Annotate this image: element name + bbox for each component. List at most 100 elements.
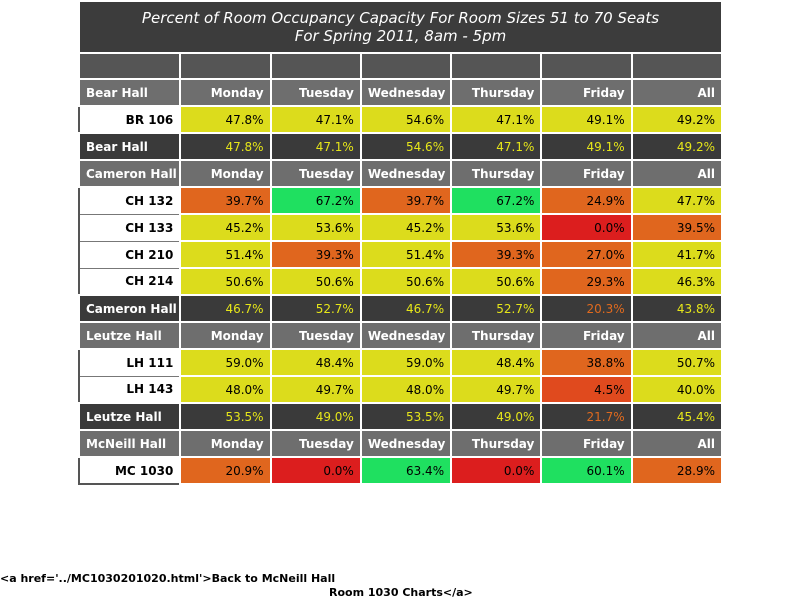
occupancy-value-cell: 24.9% xyxy=(540,186,633,215)
summary-value-cell: 21.7% xyxy=(540,402,633,431)
summary-value-cell: 43.8% xyxy=(630,294,724,323)
hall-header-name: Bear Hall xyxy=(77,78,182,107)
occupancy-value-cell: 46.3% xyxy=(630,267,724,296)
room-name: CH 210 xyxy=(78,240,181,269)
summary-value-cell: 47.8% xyxy=(179,132,272,161)
occupancy-table: Percent of Room Occupancy Capacity For R… xyxy=(77,0,724,485)
occupancy-value-cell: 48.0% xyxy=(179,375,272,404)
column-header: Wednesday xyxy=(359,429,453,458)
back-link-line-1[interactable]: <a href='../MC1030201020.html'>Back to M… xyxy=(0,572,336,585)
occupancy-value-cell: 39.5% xyxy=(630,213,724,242)
hall-header-name: Cameron Hall xyxy=(77,159,182,188)
hall-summary-row: Cameron Hall 46.7% 52.7% 46.7% 52.7% 20.3% 43.… xyxy=(77,294,724,323)
hall-summary-row: Leutze Hall 53.5% 49.0% 53.5% 49.0% 21.7% 45.4… xyxy=(77,402,724,431)
table-body: Percent of Room Occupancy Capacity For R… xyxy=(77,0,724,485)
occupancy-value-cell: 28.9% xyxy=(630,456,724,485)
blank-header-row xyxy=(77,52,724,80)
summary-value-cell: 47.1% xyxy=(269,132,362,161)
room-row: CH 214 50.6% 50.6% 50.6% 50.6% 29.3% 46.3% xyxy=(78,267,724,296)
occupancy-value-cell: 47.1% xyxy=(450,105,543,134)
occupancy-value-cell: 51.4% xyxy=(359,240,453,269)
summary-value-cell: 49.2% xyxy=(630,132,724,161)
room-row: LH 111 59.0% 48.4% 59.0% 48.4% 38.8% 50.7% xyxy=(78,348,724,377)
room-row: LH 143 48.0% 49.7% 48.0% 49.7% 4.5% 40.0% xyxy=(78,375,724,404)
summary-value-cell: 47.1% xyxy=(450,132,543,161)
back-link-line-2[interactable]: Room 1030 Charts</a> xyxy=(329,586,473,599)
occupancy-value-cell: 47.7% xyxy=(630,186,724,215)
title-row: Percent of Room Occupancy Capacity For R… xyxy=(78,0,723,54)
summary-value-cell: 53.5% xyxy=(179,402,272,431)
hall-header-row: McNeill Hall Monday Tuesday Wednesday Thursd… xyxy=(77,429,724,458)
occupancy-value-cell: 50.7% xyxy=(630,348,724,377)
column-header: Thursday xyxy=(450,78,543,107)
summary-value-cell: 52.7% xyxy=(269,294,362,323)
occupancy-value-cell: 45.2% xyxy=(179,213,272,242)
occupancy-value-cell: 49.7% xyxy=(269,375,362,404)
hall-summary-name: Bear Hall xyxy=(77,132,182,161)
column-header: Monday xyxy=(179,321,272,350)
summary-value-cell: 53.5% xyxy=(359,402,453,431)
summary-value-cell: 20.3% xyxy=(540,294,633,323)
blank-cell xyxy=(77,52,182,80)
blank-cell xyxy=(540,52,633,80)
column-header: Wednesday xyxy=(359,78,453,107)
column-header: All xyxy=(630,429,724,458)
column-header: Friday xyxy=(540,78,633,107)
occupancy-value-cell: 48.4% xyxy=(269,348,362,377)
blank-cell xyxy=(630,52,724,80)
column-header: All xyxy=(630,159,724,188)
column-header: All xyxy=(630,78,724,107)
title-line-2: For Spring 2011, 8am - 5pm xyxy=(294,27,507,45)
occupancy-value-cell: 49.2% xyxy=(630,105,724,134)
occupancy-value-cell: 47.8% xyxy=(179,105,272,134)
occupancy-value-cell: 50.6% xyxy=(179,267,272,296)
column-header: Friday xyxy=(540,429,633,458)
occupancy-value-cell: 50.6% xyxy=(359,267,453,296)
room-name: CH 214 xyxy=(78,267,181,296)
hall-header-row: Leutze Hall Monday Tuesday Wednesday Thursda… xyxy=(77,321,724,350)
hall-summary-name: Leutze Hall xyxy=(77,402,182,431)
summary-value-cell: 49.1% xyxy=(540,132,633,161)
occupancy-value-cell: 38.8% xyxy=(540,348,633,377)
table-title: Percent of Room Occupancy Capacity For R… xyxy=(78,0,723,54)
column-header: Wednesday xyxy=(359,159,453,188)
column-header: Thursday xyxy=(450,429,543,458)
summary-value-cell: 54.6% xyxy=(359,132,453,161)
blank-cell xyxy=(179,52,272,80)
hall-header-name: Leutze Hall xyxy=(77,321,182,350)
occupancy-value-cell: 48.4% xyxy=(450,348,543,377)
column-header: Tuesday xyxy=(269,159,362,188)
occupancy-value-cell: 48.0% xyxy=(359,375,453,404)
room-row: CH 133 45.2% 53.6% 45.2% 53.6% 0.0% 39.5% xyxy=(78,213,724,242)
title-line-1: Percent of Room Occupancy Capacity For R… xyxy=(141,9,660,27)
blank-cell xyxy=(450,52,543,80)
occupancy-value-cell: 59.0% xyxy=(359,348,453,377)
occupancy-value-cell: 41.7% xyxy=(630,240,724,269)
occupancy-value-cell: 29.3% xyxy=(540,267,633,296)
summary-value-cell: 49.0% xyxy=(450,402,543,431)
room-row: CH 132 39.7% 67.2% 39.7% 67.2% 24.9% 47.7% xyxy=(78,186,724,215)
occupancy-value-cell: 39.7% xyxy=(179,186,272,215)
room-name: CH 133 xyxy=(78,213,181,242)
occupancy-value-cell: 49.1% xyxy=(540,105,633,134)
column-header: Friday xyxy=(540,321,633,350)
blank-cell xyxy=(269,52,362,80)
occupancy-value-cell: 63.4% xyxy=(359,456,453,485)
summary-value-cell: 49.0% xyxy=(269,402,362,431)
occupancy-value-cell: 51.4% xyxy=(179,240,272,269)
occupancy-value-cell: 54.6% xyxy=(359,105,453,134)
column-header: Monday xyxy=(179,429,272,458)
column-header: Monday xyxy=(179,78,272,107)
occupancy-value-cell: 50.6% xyxy=(269,267,362,296)
room-name: LH 111 xyxy=(78,348,181,377)
column-header: Tuesday xyxy=(269,429,362,458)
hall-header-name: McNeill Hall xyxy=(77,429,182,458)
occupancy-value-cell: 67.2% xyxy=(450,186,543,215)
occupancy-value-cell: 39.7% xyxy=(359,186,453,215)
back-link-text[interactable]: <a href='../MC1030201020.html'>Back to M… xyxy=(0,572,800,602)
room-name: MC 1030 xyxy=(78,456,181,485)
column-header: Thursday xyxy=(450,321,543,350)
occupancy-value-cell: 67.2% xyxy=(269,186,362,215)
hall-summary-name: Cameron Hall xyxy=(77,294,182,323)
column-header: Thursday xyxy=(450,159,543,188)
